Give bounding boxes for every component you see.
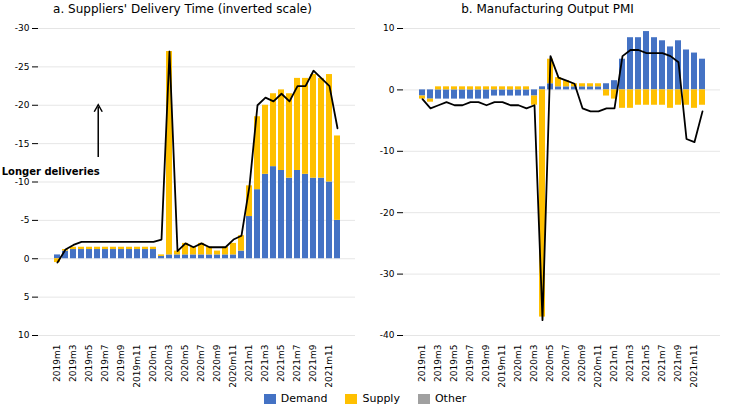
svg-text:2020m9: 2020m9 bbox=[212, 344, 222, 382]
svg-text:2020m11: 2020m11 bbox=[228, 345, 238, 388]
svg-text:-30: -30 bbox=[380, 269, 395, 279]
svg-text:2019m3: 2019m3 bbox=[433, 345, 443, 382]
svg-text:-30: -30 bbox=[15, 23, 30, 33]
svg-text:2019m3: 2019m3 bbox=[68, 345, 78, 382]
svg-text:2020m5: 2020m5 bbox=[545, 345, 555, 382]
svg-text:2019m9: 2019m9 bbox=[116, 344, 126, 382]
svg-text:2021m9: 2021m9 bbox=[673, 344, 683, 382]
svg-text:-5: -5 bbox=[21, 215, 30, 225]
svg-text:2019m11: 2019m11 bbox=[497, 345, 507, 388]
svg-text:0: 0 bbox=[389, 85, 395, 95]
html-text:a. Suppliers' Delivery Time (i: a. Suppliers' Delivery Time (inverted sc… bbox=[53, 2, 312, 16]
svg-text:2019m7: 2019m7 bbox=[465, 345, 475, 382]
svg-text:-20: -20 bbox=[15, 100, 30, 110]
svg-text:2020m1: 2020m1 bbox=[513, 345, 523, 382]
svg-text:2021m3: 2021m3 bbox=[260, 345, 270, 382]
html-text:b. Manufacturing Output PMI: b. Manufacturing Output PMI bbox=[461, 2, 634, 16]
svg-text:2021m1: 2021m1 bbox=[244, 345, 254, 382]
svg-text:Longer deliveries: Longer deliveries bbox=[2, 166, 100, 177]
svg-text:2021m7: 2021m7 bbox=[292, 345, 302, 382]
svg-text:2019m1: 2019m1 bbox=[52, 345, 62, 382]
svg-text:2021m3: 2021m3 bbox=[625, 345, 635, 382]
svg-text:2019m7: 2019m7 bbox=[100, 345, 110, 382]
svg-text:2021m5: 2021m5 bbox=[641, 345, 651, 382]
svg-text:2021m5: 2021m5 bbox=[276, 345, 286, 382]
svg-text:2019m1: 2019m1 bbox=[417, 345, 427, 382]
svg-text:2020m11: 2020m11 bbox=[593, 345, 603, 388]
svg-text:-40: -40 bbox=[380, 330, 395, 340]
svg-text:2020m1: 2020m1 bbox=[148, 345, 158, 382]
svg-text:-10: -10 bbox=[15, 177, 30, 187]
svg-text:2020m7: 2020m7 bbox=[196, 345, 206, 382]
svg-text:2021m11: 2021m11 bbox=[689, 345, 699, 388]
svg-text:10: 10 bbox=[18, 330, 30, 340]
svg-text:-20: -20 bbox=[380, 208, 395, 218]
svg-text:2019m5: 2019m5 bbox=[84, 345, 94, 382]
svg-text:2020m3: 2020m3 bbox=[529, 345, 539, 382]
svg-text:2019m11: 2019m11 bbox=[132, 345, 142, 388]
svg-text:2019m5: 2019m5 bbox=[449, 345, 459, 382]
svg-text:2020m5: 2020m5 bbox=[180, 345, 190, 382]
svg-text:0: 0 bbox=[24, 254, 30, 264]
svg-text:-25: -25 bbox=[15, 62, 30, 72]
svg-text:2019m9: 2019m9 bbox=[481, 344, 491, 382]
html-text:Supply: Supply bbox=[362, 391, 400, 405]
svg-text:2020m3: 2020m3 bbox=[164, 345, 174, 382]
svg-text:10: 10 bbox=[383, 23, 395, 33]
svg-text:-15: -15 bbox=[15, 139, 30, 149]
svg-text:2020m9: 2020m9 bbox=[577, 344, 587, 382]
svg-text:2021m11: 2021m11 bbox=[324, 345, 334, 388]
svg-text:5: 5 bbox=[24, 292, 30, 302]
html-text:Demand: Demand bbox=[280, 391, 328, 405]
svg-text:2021m7: 2021m7 bbox=[657, 345, 667, 382]
svg-text:2020m7: 2020m7 bbox=[561, 345, 571, 382]
svg-text:2021m1: 2021m1 bbox=[609, 345, 619, 382]
svg-text:2021m9: 2021m9 bbox=[308, 344, 318, 382]
html-text:Other: Other bbox=[435, 391, 467, 405]
svg-text:-10: -10 bbox=[380, 146, 395, 156]
